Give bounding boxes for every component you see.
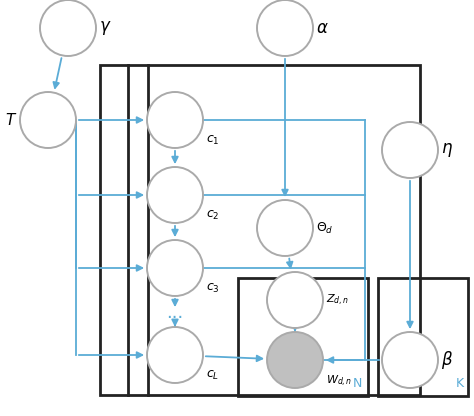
Bar bbox=[378, 278, 468, 396]
Circle shape bbox=[147, 240, 203, 296]
Text: $T$: $T$ bbox=[5, 112, 17, 128]
Text: $\beta$: $\beta$ bbox=[441, 349, 453, 371]
Text: $\gamma$: $\gamma$ bbox=[99, 19, 111, 37]
Text: $\eta$: $\eta$ bbox=[441, 141, 453, 159]
Bar bbox=[100, 65, 420, 395]
Text: $c_1$: $c_1$ bbox=[206, 134, 219, 147]
Circle shape bbox=[20, 92, 76, 148]
Circle shape bbox=[257, 200, 313, 256]
Text: $c_L$: $c_L$ bbox=[206, 369, 219, 382]
Text: $W_{d,n}$: $W_{d,n}$ bbox=[326, 374, 352, 389]
Circle shape bbox=[147, 327, 203, 383]
Circle shape bbox=[267, 332, 323, 388]
Circle shape bbox=[40, 0, 96, 56]
Text: $\alpha$: $\alpha$ bbox=[316, 19, 328, 37]
Circle shape bbox=[382, 332, 438, 388]
Circle shape bbox=[147, 92, 203, 148]
Text: $\Theta_d$: $\Theta_d$ bbox=[316, 220, 334, 235]
Text: $Z_{d,n}$: $Z_{d,n}$ bbox=[326, 292, 349, 307]
Circle shape bbox=[257, 0, 313, 56]
Text: ···: ··· bbox=[166, 309, 183, 327]
Circle shape bbox=[382, 122, 438, 178]
Circle shape bbox=[267, 272, 323, 328]
Text: N: N bbox=[353, 377, 362, 390]
Text: M: M bbox=[407, 375, 418, 388]
Bar bbox=[238, 278, 368, 396]
Circle shape bbox=[147, 167, 203, 223]
Text: $c_2$: $c_2$ bbox=[206, 209, 219, 222]
Text: K: K bbox=[456, 377, 464, 390]
Text: $c_3$: $c_3$ bbox=[206, 282, 220, 295]
